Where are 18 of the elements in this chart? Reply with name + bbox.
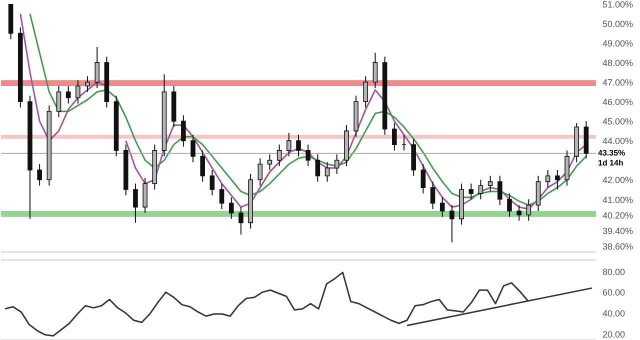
y-tick-label: 40.20% (602, 210, 634, 220)
y-tick-label: 46.00% (602, 97, 634, 108)
y-tick-label: 47.00% (602, 78, 634, 88)
y-tick-label: 38.60% (602, 242, 634, 252)
ref-line-label: 43.35% 1d 14h (598, 148, 626, 168)
y-tick-label: 39.40% (602, 226, 634, 236)
y-tick-label: 41.00% (602, 194, 634, 205)
y-tick-label: 44.00% (602, 136, 634, 146)
y-tick-label: 50.00% (602, 19, 634, 30)
y-tick-label: 20.00 (602, 329, 626, 340)
y-tick-label: 51.00% (602, 0, 634, 10)
y-tick-label: 48.00% (602, 58, 634, 68)
y-tick-label: 42.00% (602, 175, 634, 186)
y-tick-label: 49.00% (602, 38, 634, 49)
y-tick-label: 45.00% (602, 116, 634, 127)
y-tick-label: 60.00 (602, 288, 626, 298)
y-tick-label: 40.00 (602, 308, 626, 318)
y-tick-label: 80.00 (602, 266, 626, 277)
